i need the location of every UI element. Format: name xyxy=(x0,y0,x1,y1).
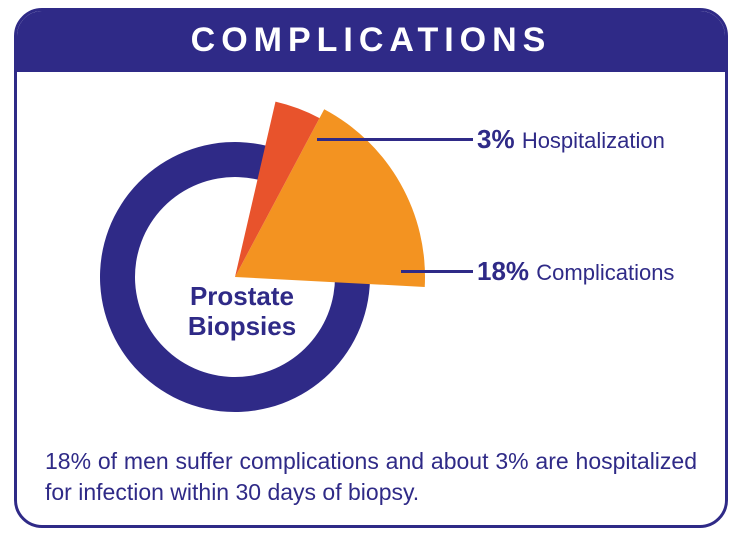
annot-line-complications xyxy=(401,270,473,273)
chart-area: Prostate Biopsies 3% Hospitalization 18%… xyxy=(17,72,725,442)
annot-hospitalization-pct: 3% xyxy=(477,124,522,154)
annot-complications: 18% Complications xyxy=(477,256,674,287)
center-label-line1: Prostate xyxy=(190,281,294,311)
chart-center-label: Prostate Biopsies xyxy=(167,282,317,342)
annot-hospitalization: 3% Hospitalization xyxy=(477,124,665,155)
center-label-line2: Biopsies xyxy=(188,311,296,341)
annot-complications-pct: 18% xyxy=(477,256,536,286)
complications-card: COMPLICATIONS Prostate Biopsies 3% Hospi… xyxy=(14,8,728,528)
footer-text: 18% of men suffer complications and abou… xyxy=(17,442,725,508)
card-title: COMPLICATIONS xyxy=(17,11,725,72)
annot-hospitalization-label: Hospitalization xyxy=(522,128,665,153)
annot-complications-label: Complications xyxy=(536,260,674,285)
annot-line-hospitalization xyxy=(317,138,473,141)
